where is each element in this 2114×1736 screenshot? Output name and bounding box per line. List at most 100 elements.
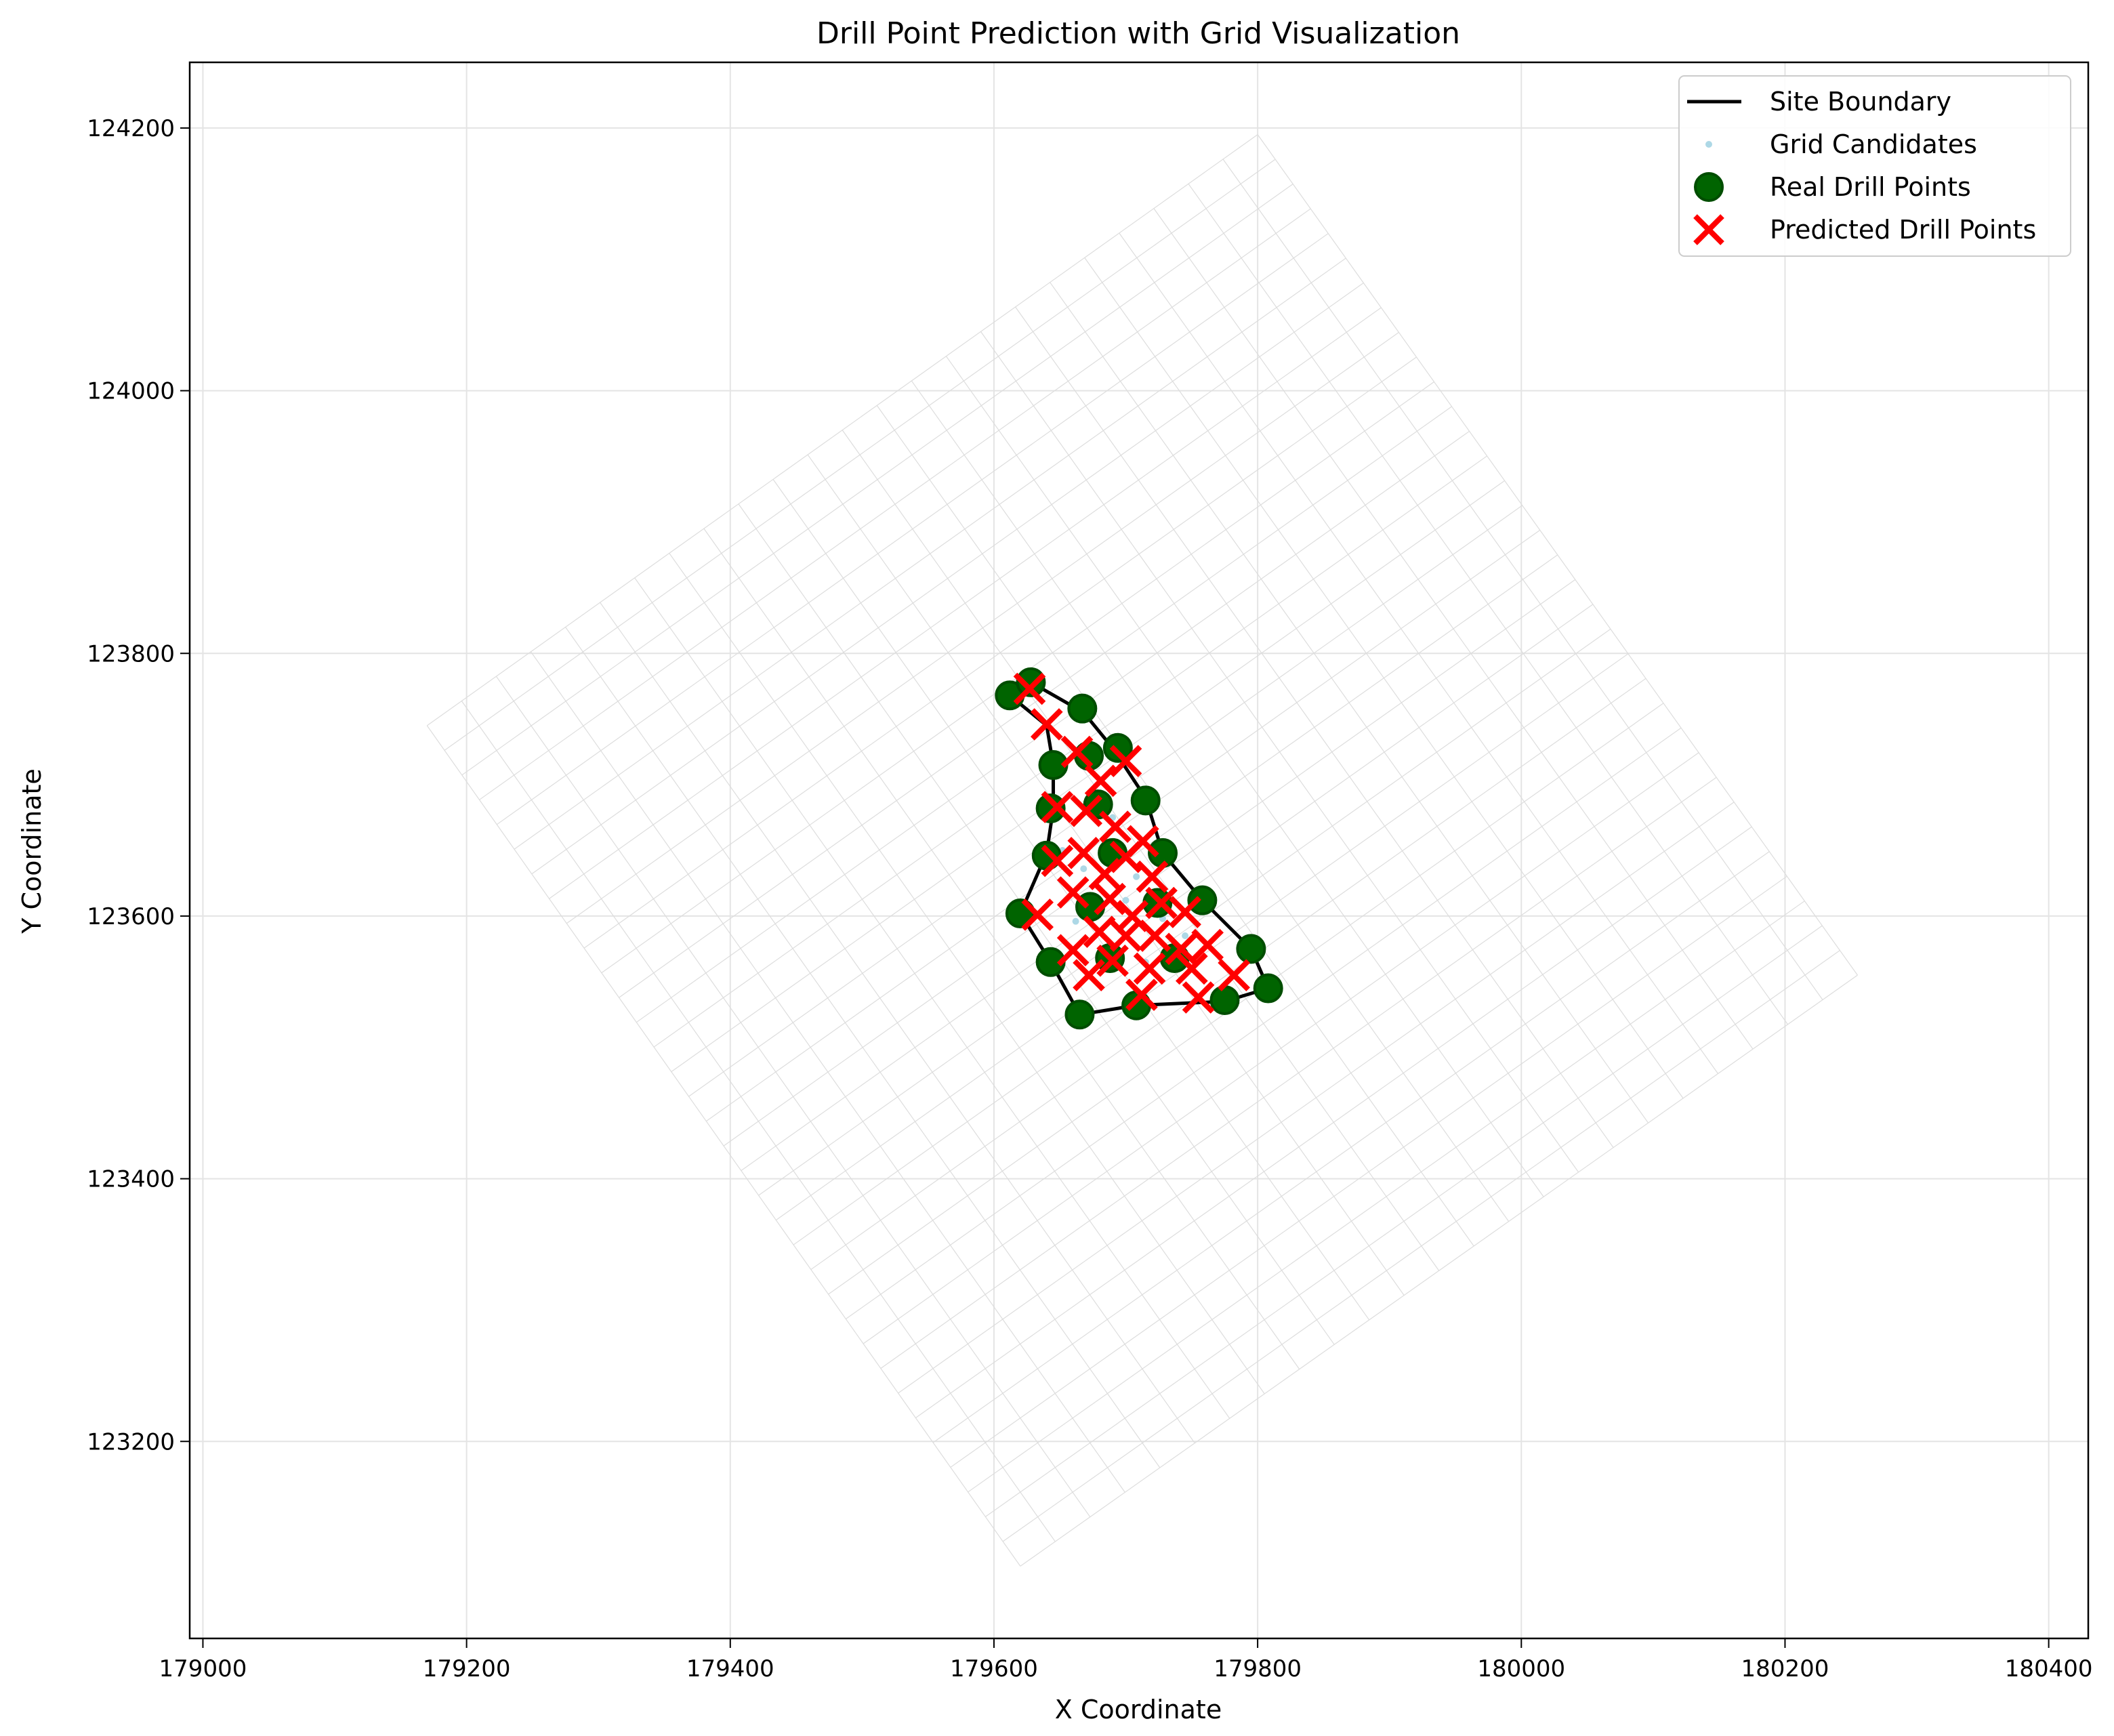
legend-entry: Real Drill Points [1694,172,1971,202]
y-tick-label: 123800 [87,640,175,667]
bg-grid-line [738,503,1335,1345]
x-axis-label: X Coordinate [1055,1695,1222,1724]
predicted-drill-point [1070,795,1102,827]
predicted-drill-point [1125,978,1158,1012]
predicted-x-stroke [1013,672,1046,705]
predicted-drill-point [1109,919,1142,952]
bg-grid-line [703,528,1300,1369]
predicted-drill-point [1136,860,1169,893]
predicted-x-stroke [1084,764,1117,798]
background-candidate-grid [426,134,1858,1567]
legend-entry: Predicted Drill Points [1693,214,2036,245]
predicted-x-stroke [1116,900,1149,932]
predicted-x-stroke [1138,919,1172,952]
bg-grid-line [1188,183,1789,1025]
y-tick-label: 123600 [87,903,175,930]
real-drill-point [1142,888,1173,918]
predicted-drill-point [1138,919,1172,952]
predicted-x-stroke [1021,898,1054,931]
predicted-drill-point [1073,959,1105,991]
x-tick-label: 180000 [1477,1655,1565,1682]
real-drill-point [1083,789,1113,820]
y-tick-label: 123200 [87,1428,175,1455]
predicted-drill-point [1218,959,1250,991]
predicted-x-stroke [1088,858,1121,890]
predicted-drill-point [1109,745,1142,778]
chart-title: Drill Point Prediction with Grid Visuali… [816,16,1460,51]
predicted-x-stroke [1218,959,1250,991]
bg-grid-line [1257,134,1858,976]
predicted-x-stroke [1041,844,1074,877]
x-tick-label: 179400 [686,1655,774,1682]
predicted-x-stroke [1182,981,1215,1014]
predicted-drill-point [1133,952,1166,985]
bg-grid-line [1020,974,1858,1567]
predicted-x-stroke [1096,944,1129,977]
real-drill-point [1130,785,1161,816]
predicted-drill-point [1176,952,1208,985]
predicted-x-stroke [1136,860,1169,893]
predicted-drill-points-layer [1013,672,1250,1014]
legend-label: Site Boundary [1770,87,1951,117]
grid-candidate-point [1122,896,1129,904]
bg-grid-line [1222,159,1823,1000]
predicted-drill-point [1096,944,1129,977]
predicted-x-stroke [1165,932,1198,966]
bg-grid-line [842,430,1440,1271]
real-drill-point [1187,885,1218,915]
predicted-x-stroke [1070,795,1102,827]
predicted-drill-point [1021,898,1054,931]
predicted-x-stroke [1169,896,1201,928]
predicted-x-stroke [1109,745,1142,778]
x-tick-label: 179600 [950,1655,1038,1682]
predicted-drill-point [1041,844,1074,877]
predicted-drill-point [1060,735,1094,768]
predicted-x-stroke [1041,791,1074,823]
legend-entry: Site Boundary [1687,87,1951,117]
predicted-drill-point [1030,708,1063,741]
legend-x-swatch [1693,214,1724,245]
predicted-x-stroke [1056,934,1090,967]
predicted-x-stroke [1083,915,1116,949]
bg-grid-line [426,725,1021,1567]
x-tick-label: 179200 [423,1655,511,1682]
predicted-drill-point [1084,764,1117,798]
legend-circle-swatch [1694,172,1724,202]
predicted-drill-point [1094,882,1127,915]
predicted-drill-point [1145,886,1178,919]
predicted-drill-point [1013,672,1046,705]
predicted-x-stroke [1109,840,1142,873]
bg-grid-line [634,577,1230,1419]
bg-grid-line [772,479,1370,1321]
predicted-x-stroke [1056,876,1090,909]
predicted-drill-point [1191,928,1224,962]
predicted-drill-point [1165,932,1198,966]
bg-grid-line [876,405,1474,1247]
bg-grid-line [1119,232,1719,1074]
real-drill-point [1253,973,1283,1004]
grid-candidate-point [1072,917,1079,925]
x-tick-label: 180400 [2005,1655,2093,1682]
predicted-drill-point [1109,840,1142,873]
bg-grid-line [600,602,1195,1444]
bg-grid-line [565,627,1161,1468]
bg-grid-line [980,331,1579,1173]
bg-grid-line [945,356,1544,1197]
y-tick-label: 124200 [87,115,175,142]
y-tick-label: 123400 [87,1166,175,1193]
x-tick-label: 179000 [159,1655,247,1682]
plot-area-frame [188,61,2090,1640]
predicted-x-stroke [1094,882,1127,915]
predicted-x-stroke [1099,810,1132,843]
bg-grid-line [669,553,1265,1394]
legend-dot-swatch [1705,141,1712,148]
predicted-x-stroke [1067,837,1100,869]
predicted-x-stroke [1073,959,1105,991]
predicted-drill-point [1056,934,1090,967]
real-drill-point [1102,732,1133,763]
bg-grid-line [1153,208,1754,1050]
legend-box [1678,75,2071,257]
predicted-drill-point [1083,915,1116,949]
real-drill-point [1064,999,1095,1030]
